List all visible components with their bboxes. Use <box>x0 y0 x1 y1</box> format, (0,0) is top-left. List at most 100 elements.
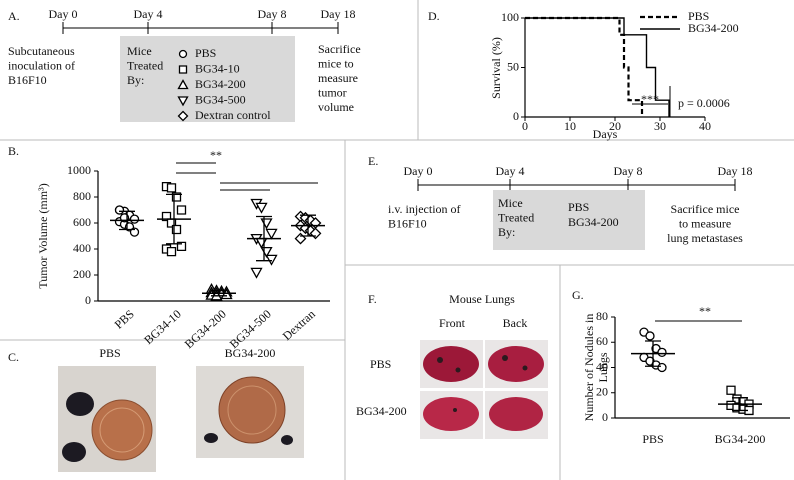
significance: ** <box>210 148 222 162</box>
error-bar <box>211 289 227 297</box>
data-point <box>250 267 263 279</box>
note: tumor <box>318 85 347 99</box>
x-tick-label: 20 <box>609 119 621 133</box>
row-label: PBS <box>370 357 391 371</box>
note: mice to <box>318 56 354 70</box>
y-tick-label: 600 <box>73 215 91 229</box>
photo <box>58 366 156 472</box>
photo-label: PBS <box>99 346 120 360</box>
y-tick-label: 0 <box>513 109 519 123</box>
legend-marker <box>177 96 189 107</box>
treatment: BG34-500 <box>195 92 246 106</box>
y-tick-label: 400 <box>73 241 91 255</box>
treatment: BG34-10 <box>195 61 240 75</box>
data-point <box>260 218 273 230</box>
y-tick-label: 80 <box>596 309 608 323</box>
data-point <box>129 214 140 224</box>
data-point <box>645 331 655 341</box>
legend-label: BG34-200 <box>688 21 739 35</box>
x-tick-label: BG34-10 <box>141 307 184 347</box>
error-bar <box>256 215 272 262</box>
data-point <box>294 232 307 245</box>
photo <box>196 366 304 458</box>
x-tick-label: Dextran <box>280 307 318 343</box>
photo-label: BG34-200 <box>225 346 276 360</box>
treatment: PBS <box>195 46 216 60</box>
error-bar <box>300 214 316 237</box>
y-axis-label: Lungs <box>596 352 610 382</box>
day-label: Day 0 <box>404 164 433 178</box>
data-point <box>114 205 125 215</box>
error-bar <box>166 193 182 245</box>
day-label: Day 18 <box>718 164 753 178</box>
day-label: Day 0 <box>49 7 78 21</box>
panel-label: B. <box>8 144 19 158</box>
data-point <box>744 405 754 416</box>
panel-label: F. <box>368 292 377 306</box>
note: to measure <box>679 216 731 230</box>
y-tick-label: 0 <box>602 410 608 424</box>
data-point <box>176 205 187 215</box>
note: measure <box>318 71 358 85</box>
x-axis-label: Days <box>593 127 618 141</box>
panel-label: G. <box>572 288 584 302</box>
data-point <box>657 347 667 358</box>
data-point <box>255 202 268 214</box>
x-tick-label: BG34-200 <box>182 307 229 351</box>
y-tick-label: 800 <box>73 189 91 203</box>
x-tick-label: 10 <box>564 119 576 133</box>
data-point <box>265 254 278 266</box>
note: B16F10 <box>388 216 427 230</box>
day-label: Day 18 <box>321 7 356 21</box>
box-title: By: <box>127 73 144 87</box>
y-tick-label: 100 <box>501 10 519 24</box>
note: Subcutaneous <box>8 44 75 58</box>
y-axis-label: Tumor Volume (mm³) <box>36 183 50 288</box>
x-tick-label: PBS <box>112 307 137 332</box>
error-bar <box>645 340 661 367</box>
data-point <box>166 183 177 193</box>
photo <box>420 340 548 439</box>
note: i.v. injection of <box>388 202 461 216</box>
survival-line <box>525 17 670 117</box>
x-tick-label: 30 <box>654 119 666 133</box>
y-tick-label: 1000 <box>67 163 91 177</box>
box-title: Mice <box>498 196 523 210</box>
legend-marker <box>178 49 188 59</box>
y-axis-label: Survival (%) <box>489 37 503 99</box>
data-point <box>726 385 736 395</box>
y-axis-label: Number of Nodules in <box>582 314 596 422</box>
day-label: Day 4 <box>134 7 163 21</box>
day-label: Day 4 <box>496 164 525 178</box>
y-tick-label: 20 <box>596 385 608 399</box>
x-tick-label: PBS <box>642 432 663 446</box>
annotation: p = 0.0006 <box>678 96 730 110</box>
photo-title: Mouse Lungs <box>449 292 515 306</box>
annotation: *** <box>641 92 659 106</box>
data-point <box>255 237 268 249</box>
note: B16F10 <box>8 73 47 87</box>
note: Sacrifice mice <box>671 202 740 216</box>
error-bar <box>119 210 135 231</box>
box-title: Treated <box>498 210 534 224</box>
x-tick-label: BG34-500 <box>227 307 274 351</box>
column-label: Back <box>503 316 528 330</box>
legend-marker <box>177 110 189 122</box>
note: volume <box>318 100 354 114</box>
x-tick-label: 0 <box>522 119 528 133</box>
box-title: By: <box>498 225 515 239</box>
box-title: Treated <box>127 58 163 72</box>
legend-label: PBS <box>688 9 709 23</box>
panel-label: E. <box>368 154 378 168</box>
survival-line <box>525 16 644 117</box>
legend-marker <box>178 65 188 74</box>
treatment: BG34-200 <box>195 77 246 91</box>
treatment-box <box>493 190 645 250</box>
data-point <box>657 362 667 373</box>
box-title: Mice <box>127 44 152 58</box>
error-bar <box>732 397 748 412</box>
panel-label: A. <box>8 9 20 23</box>
y-tick-label: 200 <box>73 267 91 281</box>
day-label: Day 8 <box>614 164 643 178</box>
panel-label: C. <box>8 350 19 364</box>
